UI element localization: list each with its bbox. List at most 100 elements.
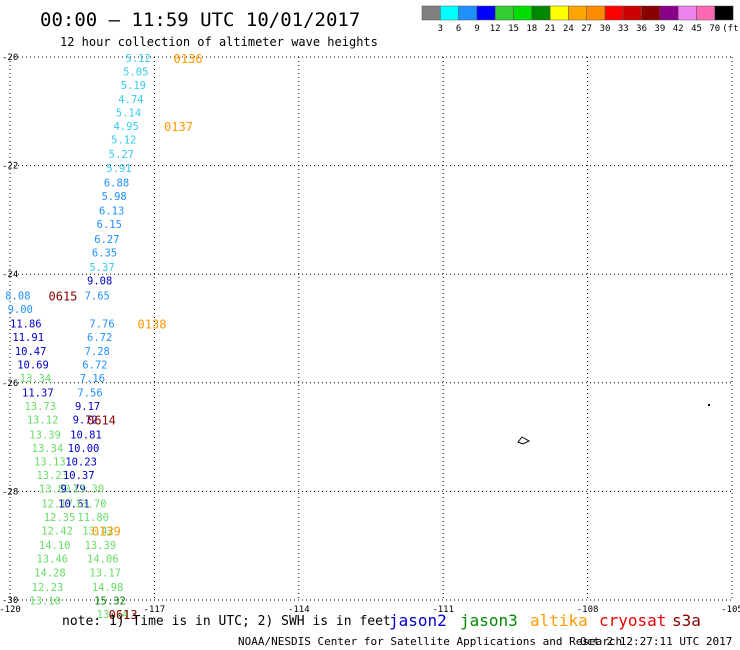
wave-height-point: 5.12 (126, 53, 151, 65)
island-marks (517, 404, 710, 445)
wave-height-point: 10.37 (63, 470, 95, 482)
legend-swatch (494, 5, 514, 21)
pass-time-label: 0138 (138, 318, 167, 332)
legend-label: 15 (508, 24, 519, 34)
wave-height-point: 9.08 (87, 276, 112, 288)
legend-label: 12 (490, 24, 501, 34)
wave-height-point: 7.76 (89, 319, 114, 331)
wave-height-point: 11.80 (77, 512, 109, 524)
satellite-legend-item: altika (530, 611, 588, 630)
x-tick-label: -108 (577, 605, 599, 615)
pass-time-label: 0139 (92, 524, 121, 538)
wave-height-point: 13.39 (85, 540, 117, 552)
y-tick-label: -26 (2, 379, 18, 389)
chart-subtitle: 12 hour collection of altimeter wave hei… (60, 35, 378, 49)
island-outline (517, 436, 531, 445)
wave-height-point: 13.23 (36, 470, 68, 482)
legend-swatch (677, 5, 697, 21)
legend-label: 6 (456, 24, 461, 34)
wave-height-point: 6.27 (94, 234, 119, 246)
legend-label: 30 (600, 24, 611, 34)
legend-swatch (549, 5, 569, 21)
wave-height-point: 11.91 (12, 332, 44, 344)
legend-label: 39 (654, 24, 665, 34)
wave-height-point: 6.13 (99, 206, 124, 218)
legend-label: 42 (673, 24, 684, 34)
pass-time-label: 0613 (109, 608, 138, 622)
wave-height-point: 14.06 (87, 554, 119, 566)
legend-label: 33 (618, 24, 629, 34)
legend-label: 18 (526, 24, 537, 34)
wave-height-point: 15.32 (94, 596, 126, 608)
wave-height-point: 5.12 (111, 135, 136, 147)
pass-time-label: 0136 (174, 52, 203, 66)
wave-height-point: 7.28 (85, 346, 110, 358)
wave-height-point: 4.95 (113, 121, 138, 133)
legend-swatch (659, 5, 679, 21)
wave-height-point: 14.98 (92, 582, 124, 594)
legend-label: (ft) (722, 24, 740, 34)
wave-height-point: 10.81 (70, 429, 102, 441)
legend-label: 24 (563, 24, 574, 34)
axis-ticks: -20 -22 -24 -26 -28 -30-120 -117 -114 -111 -108 -1… (0, 53, 740, 615)
wave-height-point: 5.37 (89, 262, 114, 274)
wave-height-point: 5.05 (123, 67, 148, 79)
pass-time-label: 0615 (49, 289, 78, 303)
x-tick-label: -114 (288, 605, 310, 615)
wave-height-point: 6.35 (92, 247, 117, 259)
y-tick-label: -22 (2, 162, 18, 172)
wave-height-point: 12.35 (44, 512, 76, 524)
x-tick-label: -111 (432, 605, 454, 615)
wave-height-point: 11.86 (10, 319, 42, 331)
wave-height-point: 10.23 (65, 457, 97, 469)
wave-height-point: 13.13 (34, 457, 66, 469)
legend-swatch (714, 5, 734, 21)
satellite-legend-item: jason3 (460, 611, 518, 630)
wave-height-point: 13.12 (27, 415, 59, 427)
legend-swatch (531, 5, 551, 21)
island-dot (708, 404, 710, 406)
wave-height-point: 11.37 (22, 388, 54, 400)
wave-height-point: 13.74 (97, 609, 129, 621)
footer-timestamp: Oct 2 12:27:11 UTC 2017 (580, 635, 732, 648)
wave-height-point: 13.34 (20, 373, 52, 385)
footer-note: note: 1) Time is in UTC; 2) SWH is in fe… (62, 614, 391, 629)
wave-height-point: 5.14 (116, 107, 141, 119)
legend-label: 3 (438, 24, 443, 34)
x-tick-label: -105 (721, 605, 740, 615)
wave-height-point: 13.73 (24, 401, 56, 413)
wave-height-point: 13.80 (39, 484, 71, 496)
wave-height-point: 5.19 (121, 80, 146, 92)
satellite-legend-item: s3a (672, 611, 701, 630)
wave-height-point: 13.70 (75, 498, 107, 510)
legend-label: 9 (474, 24, 479, 34)
wave-height-point: 8.08 (5, 290, 30, 302)
legend-swatch (440, 5, 459, 21)
satellite-legend-item: jason2 (389, 611, 447, 630)
wave-height-point: 13.10 (29, 596, 61, 608)
wave-height-point: 10.47 (15, 346, 47, 358)
wave-height-point: 6.72 (87, 332, 112, 344)
legend-label: 36 (636, 24, 647, 34)
wave-height-point: 6.72 (82, 359, 107, 371)
wave-height-point: 10.69 (17, 359, 49, 371)
legend-swatch (696, 5, 716, 21)
wave-height-point: 7.56 (77, 388, 102, 400)
legend-swatch (513, 5, 533, 21)
legend-label: 70 (709, 24, 720, 34)
wave-height-point: 5.98 (101, 191, 126, 203)
grid (9, 56, 733, 601)
wave-height-point: 14.10 (39, 540, 71, 552)
satellite-legend-item: cryosat (599, 611, 666, 630)
pass-time-label: 0137 (164, 120, 193, 134)
pass-times: 0136 0137 0138 0615 0614 0139 0613 (49, 52, 203, 622)
legend-swatch (568, 5, 587, 21)
wave-height-point: 5.27 (109, 149, 134, 161)
legend-swatch (458, 5, 478, 21)
legend-swatch (421, 5, 441, 21)
wave-height-point: 9.79 (61, 484, 86, 496)
wave-height-point: 9.00 (8, 304, 33, 316)
wave-height-point: 12.23 (32, 582, 64, 594)
